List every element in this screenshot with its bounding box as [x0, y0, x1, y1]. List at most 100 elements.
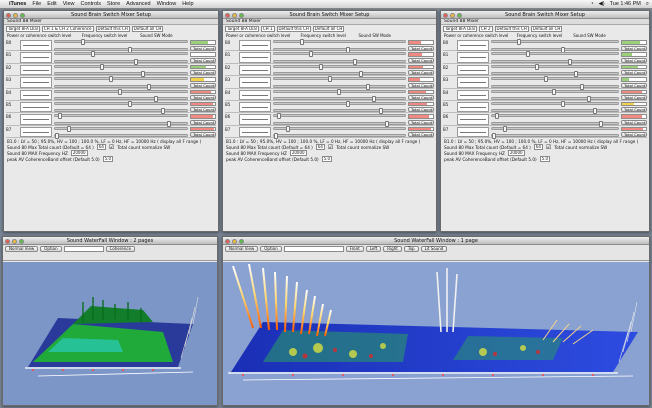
mixer-title-bar[interactable]: Sound Brain Switch Mixer Setup — [441, 11, 649, 19]
view-select[interactable]: Normal View — [5, 246, 39, 252]
high-freq-slider[interactable] — [491, 46, 619, 53]
sw-mode-select[interactable]: Total Count — [190, 95, 216, 101]
minimize-icon[interactable] — [232, 12, 237, 18]
sw-mode-select[interactable]: Total Count — [408, 107, 434, 113]
max-frequency-input[interactable]: 20000 — [507, 150, 525, 157]
low-freq-slider[interactable] — [273, 88, 406, 95]
low-freq-slider[interactable] — [54, 88, 188, 95]
high-freq-slider[interactable] — [273, 120, 406, 127]
minimize-icon[interactable] — [13, 12, 18, 18]
high-freq-slider[interactable] — [273, 83, 406, 90]
minimize-icon[interactable] — [450, 12, 455, 18]
menu-edit[interactable]: Edit — [47, 1, 57, 7]
low-freq-slider[interactable] — [273, 39, 406, 45]
low-freq-slider[interactable] — [491, 100, 619, 107]
sw-mode-select[interactable]: Total Count — [408, 70, 434, 76]
sw-mode-select[interactable]: Total Count — [190, 45, 216, 51]
checkbox-icon[interactable]: ☑ — [545, 143, 552, 151]
sw-mode-select[interactable]: Total Count — [621, 95, 647, 101]
sw-mode-select[interactable]: Total Count — [621, 45, 647, 51]
high-freq-slider[interactable] — [491, 108, 619, 115]
close-icon[interactable] — [225, 238, 230, 244]
menu-help[interactable]: Help — [182, 1, 194, 7]
power-level-box[interactable] — [20, 89, 52, 101]
max-count-input[interactable]: 64 — [315, 144, 325, 151]
menu-window[interactable]: Window — [156, 1, 177, 7]
sw-mode-select[interactable]: Total Count — [190, 82, 216, 88]
sw-mode-select[interactable]: Total Count — [408, 119, 434, 125]
sw-mode-select[interactable]: Total Count — [408, 57, 434, 63]
menu-view[interactable]: View — [62, 1, 75, 7]
high-freq-slider[interactable] — [54, 46, 188, 53]
minimize-icon[interactable] — [232, 238, 237, 244]
target-select[interactable]: Target 8FA Dial — [225, 26, 259, 32]
low-freq-slider[interactable] — [273, 100, 406, 107]
max-frequency-input[interactable]: 20000 — [70, 150, 88, 157]
mixer-title-bar[interactable]: Sound Brain Switch Mixer Setup — [4, 11, 218, 19]
mode-select[interactable]: Coherence — [105, 246, 136, 252]
default-this-channel-button[interactable]: Default this CH — [494, 26, 529, 32]
minimize-icon[interactable] — [12, 238, 17, 244]
low-freq-slider[interactable] — [273, 51, 406, 58]
power-level-box[interactable] — [20, 77, 52, 88]
high-freq-slider[interactable] — [491, 133, 619, 140]
high-freq-slider[interactable] — [273, 96, 406, 103]
low-freq-slider[interactable] — [273, 63, 406, 70]
high-freq-slider[interactable] — [54, 108, 188, 115]
power-level-box[interactable] — [457, 114, 489, 125]
close-icon[interactable] — [225, 12, 230, 18]
power-level-box[interactable] — [457, 89, 489, 101]
low-freq-slider[interactable] — [491, 39, 619, 45]
menu-store[interactable]: Store — [107, 1, 121, 7]
view-select[interactable]: Normal View — [225, 246, 259, 252]
power-level-box[interactable] — [457, 52, 489, 63]
max-count-input[interactable]: 64 — [96, 144, 106, 151]
high-freq-slider[interactable] — [54, 96, 188, 103]
high-freq-slider[interactable] — [273, 71, 406, 78]
high-freq-slider[interactable] — [273, 133, 406, 140]
low-freq-slider[interactable] — [491, 113, 619, 120]
mode-select[interactable]: Lit Sound — [420, 246, 448, 252]
low-freq-slider[interactable] — [273, 76, 406, 83]
high-freq-slider[interactable] — [491, 71, 619, 78]
power-level-box[interactable] — [239, 52, 271, 63]
high-freq-slider[interactable] — [491, 96, 619, 103]
power-level-box[interactable] — [457, 77, 489, 88]
front-button[interactable]: Front — [345, 246, 364, 252]
target-select[interactable]: Target 8FA Dial — [6, 26, 40, 32]
left-button[interactable]: Left — [365, 246, 382, 252]
sw-mode-select[interactable]: Total Count — [621, 82, 647, 88]
offset-input[interactable]: 5.0 — [102, 156, 113, 163]
range-input[interactable] — [63, 246, 104, 252]
waterfall-plot[interactable] — [223, 262, 649, 405]
sw-mode-select[interactable]: Total Count — [621, 107, 647, 113]
zoom-icon[interactable] — [20, 12, 25, 18]
high-freq-slider[interactable] — [54, 83, 188, 90]
low-freq-slider[interactable] — [491, 76, 619, 83]
close-icon[interactable] — [5, 238, 10, 244]
search-icon[interactable]: ⌕ — [645, 0, 649, 7]
power-level-box[interactable] — [20, 101, 52, 113]
default-this-channel-button[interactable]: Default this CH — [276, 26, 311, 32]
channel-select[interactable]: CH 2 — [478, 26, 493, 32]
high-freq-slider[interactable] — [491, 58, 619, 65]
waterfall-title-bar[interactable]: Sound WaterFall Window : 2 pages — [3, 237, 217, 245]
high-freq-slider[interactable] — [54, 71, 188, 78]
low-freq-slider[interactable] — [54, 100, 188, 107]
close-icon[interactable] — [443, 12, 448, 18]
high-freq-slider[interactable] — [273, 58, 406, 65]
sw-mode-select[interactable]: Total Count — [190, 119, 216, 125]
power-level-box[interactable] — [239, 89, 271, 101]
offset-input[interactable]: 5.0 — [321, 156, 332, 163]
checkbox-icon[interactable]: ☑ — [327, 143, 334, 151]
default-all-channels-button[interactable]: Default all CH — [312, 26, 345, 32]
close-icon[interactable] — [6, 12, 11, 18]
max-count-input[interactable]: 64 — [533, 144, 543, 151]
default-all-channels-button[interactable]: Default all CH — [530, 26, 563, 32]
low-freq-slider[interactable] — [54, 51, 188, 58]
zoom-icon[interactable] — [239, 238, 244, 244]
power-level-box[interactable] — [457, 40, 489, 51]
waterfall-plot[interactable] — [3, 262, 217, 405]
sw-mode-select[interactable]: Total Count — [408, 82, 434, 88]
power-level-box[interactable] — [20, 40, 52, 51]
